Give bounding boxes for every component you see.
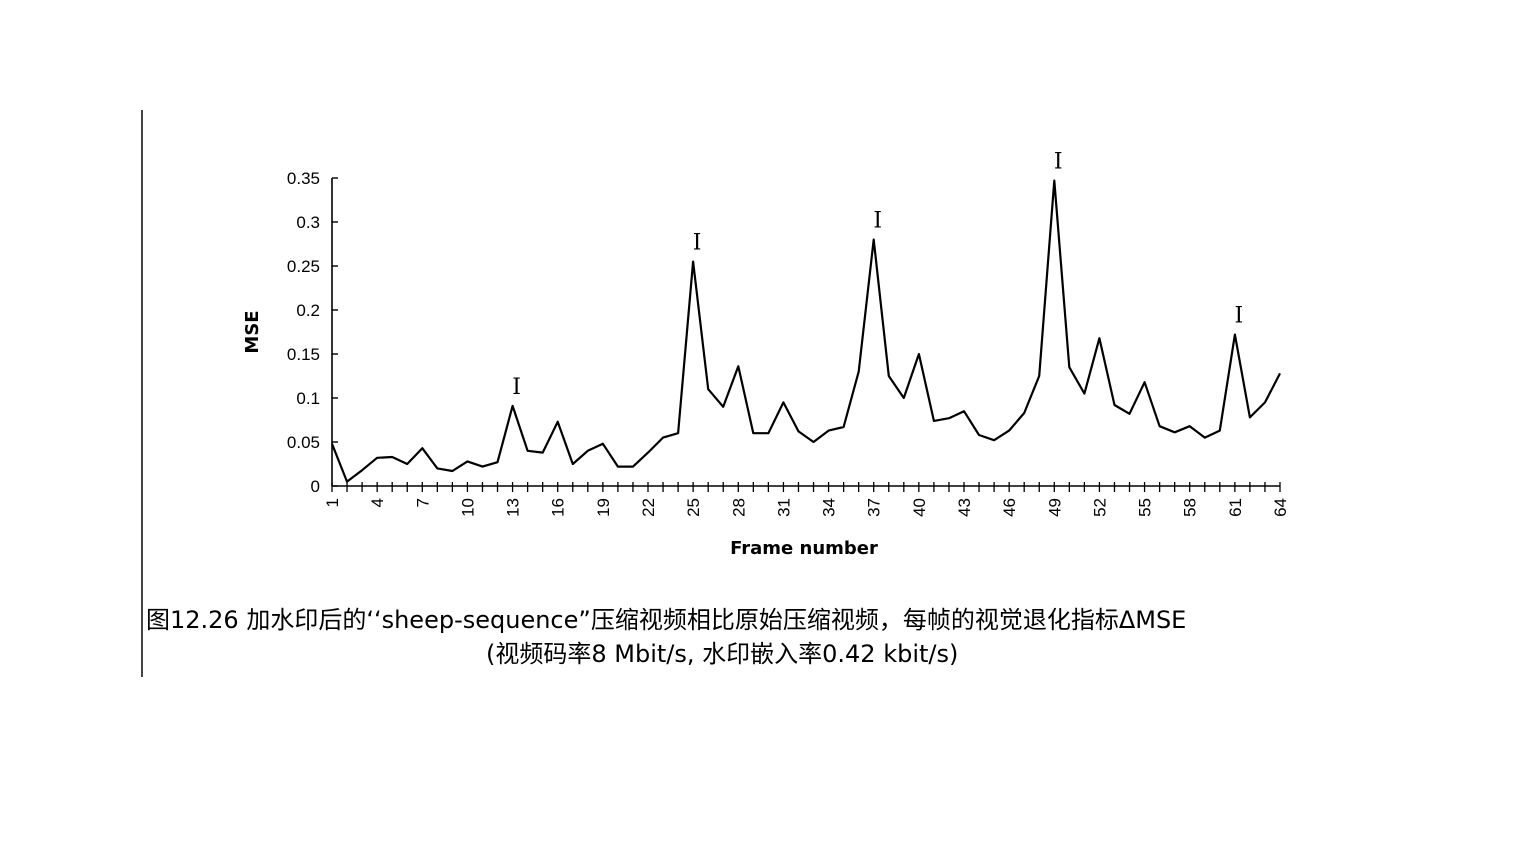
i-frame-marker: I — [693, 231, 702, 256]
x-tick-label: 13 — [504, 498, 523, 517]
y-tick-label: 0.2 — [296, 301, 320, 320]
figure-caption-line2: (视频码率8 Mbit/s, 水印嵌入率0.42 kbit/s) — [486, 640, 959, 668]
x-tick-label: 25 — [684, 498, 703, 517]
x-tick-label: 19 — [594, 498, 613, 517]
x-tick-label: 43 — [955, 498, 974, 517]
x-tick-label: 31 — [774, 498, 793, 517]
x-tick-label: 49 — [1045, 498, 1064, 517]
i-frame-marker: I — [1054, 150, 1063, 175]
x-tick-label: 16 — [549, 498, 568, 517]
x-tick-label: 52 — [1090, 498, 1109, 517]
y-tick-label: 0.1 — [296, 389, 320, 408]
x-tick-label: 55 — [1136, 498, 1155, 517]
y-tick-label: 0.25 — [287, 257, 320, 276]
x-tick-label: 28 — [729, 498, 748, 517]
y-tick-label: 0.15 — [287, 345, 320, 364]
mse-series-line — [330, 179, 1281, 483]
left-rule — [141, 110, 143, 677]
x-tick-label: 1 — [323, 498, 342, 507]
x-axis: 1 4 7 10 13 16 19 22 25 28 31 34 37 40 43 46 49 52 55 58 61 6… — [323, 482, 1290, 517]
x-tick-label: 10 — [458, 498, 477, 517]
i-frame-marker: I — [512, 375, 521, 400]
y-axis-title: MSE — [242, 310, 263, 353]
i-frame-annotations: I I I I I — [512, 150, 1243, 400]
x-tick-label: 22 — [639, 498, 658, 517]
x-tick-label: 34 — [820, 498, 839, 517]
y-tick-label: 0.05 — [287, 433, 320, 452]
y-tick-label: 0.35 — [287, 169, 320, 188]
x-axis-title: Frame number — [730, 538, 878, 559]
figure-caption-line1: 图12.26 加水印后的‘‘sheep-sequence”压缩视频相比原始压缩视… — [146, 606, 1187, 634]
x-tick-label: 7 — [413, 498, 432, 507]
x-tick-label: 40 — [910, 498, 929, 517]
y-tick-label: 0.3 — [296, 213, 320, 232]
y-axis: 0 0.05 0.1 0.15 0.2 0.25 0.3 0.35 — [287, 169, 338, 496]
x-tick-label: 64 — [1271, 498, 1290, 517]
x-tick-label: 46 — [1000, 498, 1019, 517]
i-frame-marker: I — [873, 209, 882, 234]
x-tick-label: 37 — [865, 498, 884, 517]
x-tick-label: 4 — [368, 498, 387, 507]
i-frame-marker: I — [1235, 304, 1244, 329]
x-tick-label: 58 — [1181, 498, 1200, 517]
y-tick-label: 0 — [311, 477, 320, 496]
x-tick-label: 61 — [1226, 498, 1245, 517]
